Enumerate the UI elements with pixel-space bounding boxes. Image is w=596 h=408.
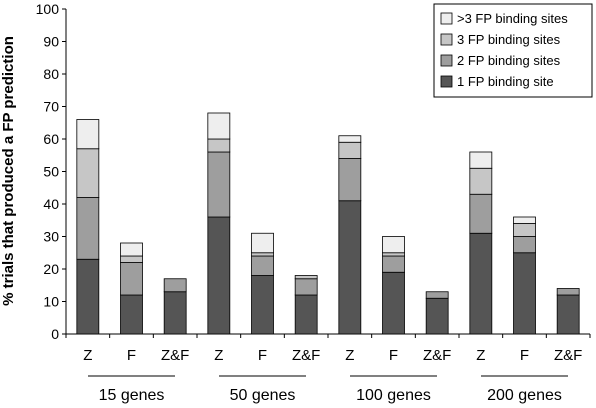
bar-segment-2-cat-10: [469, 193, 493, 234]
bar-segment-1-cat-1: [76, 258, 100, 335]
group-labels: 15 genes 50 genes 100 genes 200 genes: [88, 375, 568, 404]
x-tick-label: Z: [345, 347, 354, 364]
bar-segment-2-cat-9: [425, 291, 449, 299]
bar-segment-2-cat-11: [513, 236, 536, 254]
x-tick-label: F: [389, 347, 398, 364]
axes: 0 10 20 30 40 50 60 70 80 90 100: [36, 1, 591, 342]
bar-segment-1-cat-2: [120, 294, 143, 335]
bar-segment-4-cat-5: [251, 232, 274, 254]
group-label: 200 genes: [487, 387, 562, 404]
x-tick-label: Z: [214, 347, 223, 364]
group-label: 100 genes: [356, 387, 431, 404]
bar-segment-4-cat-7: [338, 135, 362, 143]
x-tick-label: F: [520, 347, 529, 364]
legend: >3 FP binding sites 3 FP binding sites 2 F…: [433, 3, 593, 98]
bar-segment-1-cat-3: [163, 291, 187, 335]
bar-segment-3-cat-5: [251, 252, 274, 257]
y-tick-label: 60: [43, 131, 59, 147]
x-tick-label: Z&F: [161, 347, 189, 364]
y-tick-label: 80: [43, 66, 59, 82]
bar-segment-1-cat-10: [469, 232, 493, 335]
bar-segment-4-cat-1: [76, 119, 100, 150]
bar-segment-1-cat-5: [251, 275, 274, 335]
bar-segment-2-cat-6: [294, 278, 318, 296]
y-axis-label: % trials that produced a FP prediction: [0, 36, 17, 306]
y-tick-label: 90: [43, 34, 59, 50]
bar-segment-4-cat-10: [469, 151, 493, 169]
bar-segment-2-cat-1: [76, 197, 100, 260]
bar-segment-1-cat-7: [338, 200, 362, 335]
bar-segment-3-cat-6: [294, 275, 318, 280]
x-tick-label: Z&F: [423, 347, 451, 364]
x-tick-label: Z&F: [292, 347, 320, 364]
bar-segment-3-cat-2: [120, 255, 143, 263]
bar-segment-4-cat-11: [513, 216, 536, 224]
legend-entry: 3 FP binding sites: [457, 32, 561, 47]
bar-segment-1-cat-8: [382, 271, 405, 335]
bar-segment-2-cat-4: [207, 151, 231, 218]
group-label: 15 genes: [99, 387, 165, 404]
legend-box: [433, 3, 593, 98]
bar-segment-1-cat-6: [294, 294, 318, 335]
bar-segment-2-cat-8: [382, 255, 405, 273]
bar-segment-3-cat-7: [338, 141, 362, 159]
bar-segment-1-cat-9: [425, 297, 449, 335]
legend-swatch: [440, 75, 453, 88]
x-tick-label: F: [258, 347, 267, 364]
bar-segment-3-cat-10: [469, 167, 493, 195]
group-label: 50 genes: [230, 387, 296, 404]
y-axis-label-group: % trials that produced a FP prediction: [0, 36, 17, 306]
x-tick-label: F: [127, 347, 136, 364]
y-tick-label: 20: [43, 261, 59, 277]
y-tick-label: 30: [43, 229, 59, 245]
bar-segment-1-cat-12: [556, 294, 580, 335]
bar-segment-2-cat-3: [163, 278, 187, 293]
x-tick-labels: Z F Z&F Z F Z&F Z F Z&F Z F Z&F: [83, 347, 582, 364]
bar-segment-3-cat-4: [207, 138, 231, 153]
y-tick-label: 50: [43, 164, 59, 180]
legend-swatch: [440, 12, 453, 25]
legend-swatch: [440, 33, 453, 46]
x-tick-label: Z: [83, 347, 92, 364]
bar-segment-3-cat-8: [382, 252, 405, 257]
bar-segment-4-cat-8: [382, 236, 405, 254]
bar-segment-2-cat-2: [120, 262, 143, 296]
bar-segment-2-cat-7: [338, 158, 362, 202]
y-tick-label: 40: [43, 196, 59, 212]
bar-segment-2-cat-5: [251, 255, 274, 276]
y-tick-label: 0: [51, 326, 59, 342]
y-tick-label: 100: [36, 1, 60, 17]
bar-segment-4-cat-4: [207, 112, 231, 140]
legend-entry: >3 FP binding sites: [457, 11, 568, 26]
y-tick-label: 10: [43, 294, 59, 310]
bar-segment-3-cat-11: [513, 223, 536, 237]
bars: [76, 112, 580, 335]
bar-segment-1-cat-4: [207, 216, 231, 335]
legend-entry: 1 FP binding site: [457, 74, 554, 89]
bar-segment-2-cat-12: [556, 288, 580, 296]
x-tick-label: Z&F: [554, 347, 582, 364]
legend-swatch: [440, 54, 453, 67]
x-tick-label: Z: [476, 347, 485, 364]
bar-segment-4-cat-2: [120, 242, 143, 257]
legend-entry: 2 FP binding sites: [457, 53, 561, 68]
y-tick-label: 70: [43, 99, 59, 115]
bar-segment-1-cat-11: [513, 252, 536, 335]
bar-segment-3-cat-1: [76, 148, 100, 198]
